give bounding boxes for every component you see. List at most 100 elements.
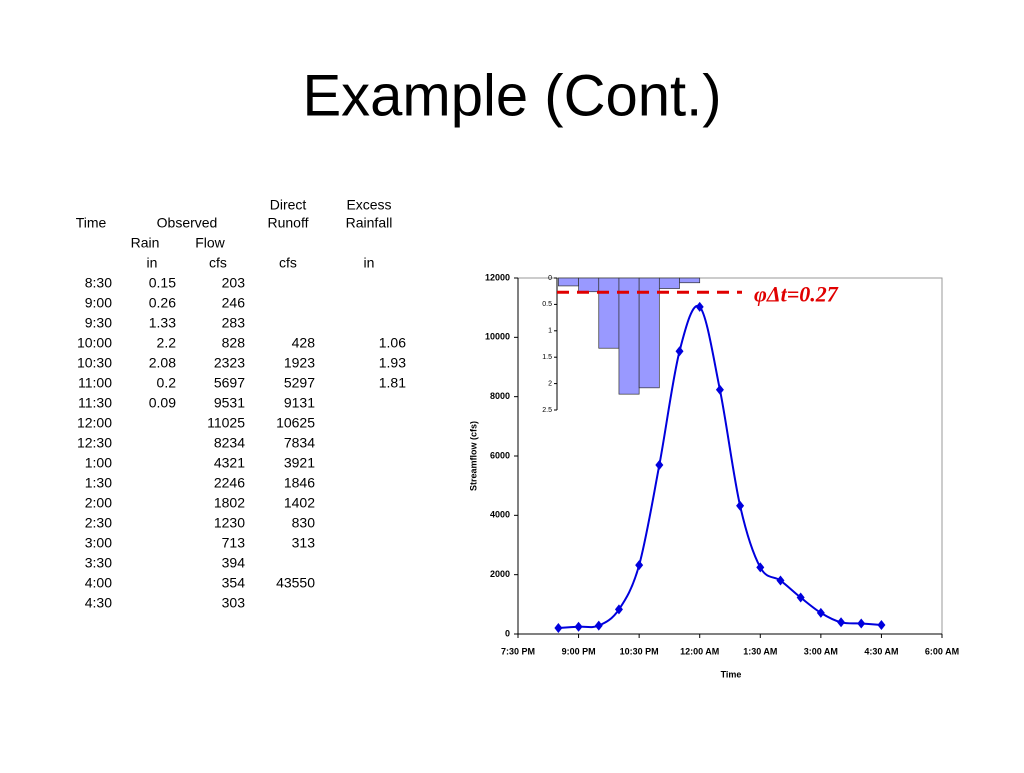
y-tick-label: 8000	[490, 391, 510, 401]
flow-marker	[675, 346, 684, 357]
col-head: Rainfall	[346, 215, 393, 231]
y2-tick-label: 2	[548, 380, 552, 387]
table-cell: 12:00	[77, 415, 112, 431]
table-cell: 3:30	[85, 555, 112, 571]
table-cell: 11:00	[78, 375, 112, 391]
rain-bar	[598, 277, 620, 349]
plot-area	[517, 277, 943, 635]
y2-tick-label: 0	[548, 275, 552, 282]
y-tick-label: 6000	[490, 450, 510, 460]
x-tick-label: 9:00 PM	[562, 646, 596, 656]
y2-tick-label: 1	[548, 328, 552, 335]
flow-marker	[574, 621, 583, 632]
x-tick-label: 7:30 PM	[501, 646, 535, 656]
table-cell: 394	[222, 555, 246, 571]
y2-tick-label: 0.5	[542, 301, 552, 308]
table-cell: 2.2	[157, 335, 177, 351]
table-cell: 8234	[214, 435, 245, 451]
y-tick-label: 2000	[490, 569, 510, 579]
col-head: Flow	[195, 235, 225, 251]
table-cell: 1.81	[379, 375, 406, 391]
table-cell: 10:30	[77, 355, 112, 371]
table-cell: 9131	[284, 395, 315, 411]
rain-bar	[658, 277, 680, 289]
col-head: Observed	[157, 215, 218, 231]
table-cell: 283	[222, 315, 246, 331]
table-cell: 0.09	[149, 395, 176, 411]
table-cell: 828	[222, 335, 246, 351]
unit: in	[364, 255, 375, 271]
col-head: Time	[76, 215, 107, 231]
y-tick-label: 4000	[490, 510, 510, 520]
flow-marker	[655, 459, 664, 470]
table-cell: 2:30	[85, 515, 112, 531]
flow-marker	[816, 607, 825, 618]
table-cell: 203	[222, 275, 246, 291]
flow-marker	[695, 301, 704, 312]
table-cell: 1402	[284, 495, 315, 511]
col-head: Runoff	[268, 215, 309, 231]
y-axis-label: Streamflow (cfs)	[468, 421, 478, 491]
flow-marker	[736, 500, 745, 511]
flow-marker	[776, 575, 785, 586]
col-head: Direct	[270, 197, 307, 213]
flow-marker	[796, 592, 805, 603]
flow-marker	[715, 384, 724, 395]
flow-marker	[857, 618, 866, 629]
rain-bar	[679, 277, 701, 284]
y-tick-label: 0	[505, 628, 510, 638]
table-cell: 11025	[207, 415, 245, 431]
col-head: Excess	[346, 197, 391, 213]
table-cell: 2.08	[149, 355, 176, 371]
rain-bar	[638, 277, 660, 389]
table-cell: 1846	[284, 475, 315, 491]
y-tick-label: 12000	[485, 272, 510, 282]
table-cell: 9:00	[85, 295, 112, 311]
table-cell: 1802	[214, 495, 245, 511]
y2-tick-label: 1.5	[542, 354, 552, 361]
table-cell: 1:00	[85, 455, 112, 471]
rain-bar	[578, 277, 600, 293]
x-tick-label: 1:30 AM	[743, 646, 777, 656]
x-axis-label: Time	[721, 669, 742, 679]
y2-tick-label: 2.5	[542, 407, 552, 414]
table-cell: 4:30	[85, 595, 112, 611]
rain-bar	[618, 277, 640, 395]
flow-marker	[635, 560, 644, 571]
table-cell: 2246	[214, 475, 245, 491]
table-cell: 0.2	[157, 375, 177, 391]
table-cell: 713	[222, 535, 246, 551]
x-tick-label: 10:30 PM	[620, 646, 659, 656]
table-cell: 9:30	[85, 315, 112, 331]
table-cell: 354	[222, 575, 246, 591]
table-cell: 1:30	[85, 475, 112, 491]
table-cell: 10625	[276, 415, 315, 431]
x-tick-label: 6:00 AM	[925, 646, 959, 656]
unit: cfs	[209, 255, 227, 271]
table-cell: 4321	[214, 455, 245, 471]
table-cell: 2323	[214, 355, 245, 371]
table-cell: 12:30	[77, 435, 112, 451]
table-cell: 2:00	[85, 495, 112, 511]
unit: in	[147, 255, 158, 271]
table-cell: 428	[292, 335, 316, 351]
table-cell: 1.33	[149, 315, 176, 331]
flow-marker	[837, 617, 846, 628]
table-cell: 1.06	[379, 335, 406, 351]
table-cell: 3:00	[85, 535, 112, 551]
threshold-label: φΔt=0.27	[754, 281, 839, 306]
flow-marker	[554, 622, 563, 633]
table-cell: 0.15	[149, 275, 176, 291]
table-cell: 246	[222, 295, 246, 311]
table-cell: 8:30	[85, 275, 112, 291]
table-cell: 830	[292, 515, 316, 531]
table-cell: 10:00	[77, 335, 112, 351]
table-cell: 3921	[284, 455, 315, 471]
table-cell: 1923	[284, 355, 315, 371]
table-cell: 9531	[214, 395, 245, 411]
x-tick-label: 4:30 AM	[864, 646, 898, 656]
table-cell: 43550	[276, 575, 315, 591]
flow-marker	[614, 604, 623, 615]
flow-marker	[594, 620, 603, 631]
